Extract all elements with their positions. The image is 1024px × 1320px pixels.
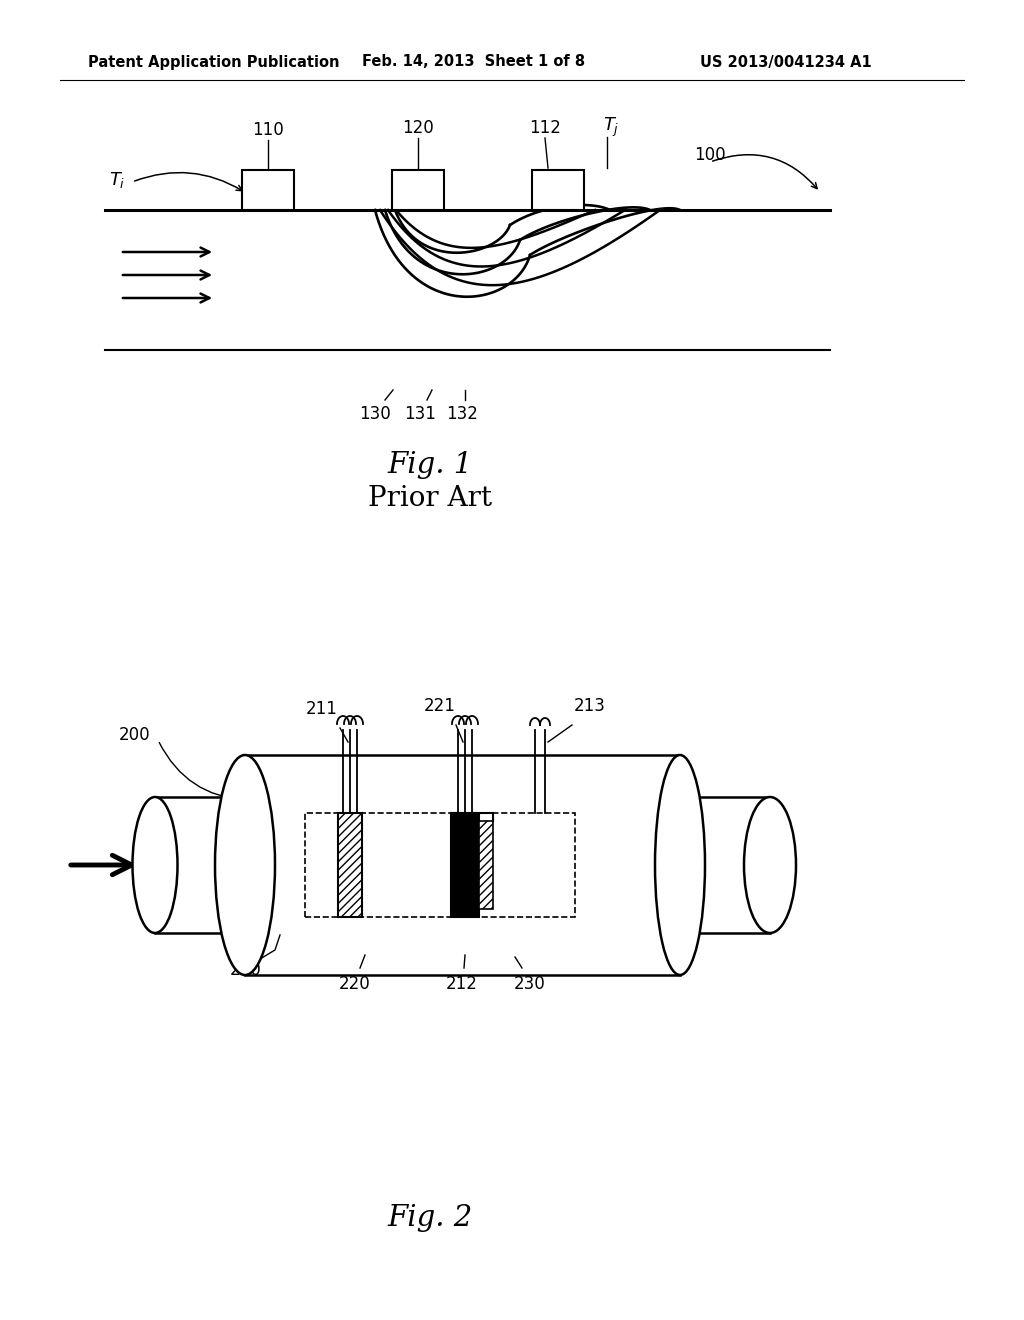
Text: 210: 210 [230, 961, 262, 979]
Text: $T_j$: $T_j$ [603, 115, 620, 139]
Text: 200: 200 [119, 726, 150, 744]
Text: 130: 130 [359, 405, 391, 422]
Ellipse shape [744, 797, 796, 933]
Text: 112: 112 [529, 119, 561, 137]
Text: $T_i$: $T_i$ [109, 170, 125, 190]
Bar [305, 813, 575, 917]
Text: 100: 100 [694, 147, 726, 164]
Text: 221: 221 [424, 697, 456, 715]
Bar [532, 170, 584, 210]
Text: Feb. 14, 2013  Sheet 1 of 8: Feb. 14, 2013 Sheet 1 of 8 [362, 54, 585, 70]
Bar [338, 813, 362, 917]
Text: 230: 230 [514, 975, 546, 993]
Text: US 2013/0041234 A1: US 2013/0041234 A1 [700, 54, 871, 70]
Text: 213: 213 [574, 697, 606, 715]
Text: 212: 212 [446, 975, 478, 993]
Text: Fig. 2: Fig. 2 [387, 1204, 473, 1232]
Bar [392, 170, 444, 210]
Text: Prior Art: Prior Art [368, 484, 492, 511]
Text: Patent Application Publication: Patent Application Publication [88, 54, 340, 70]
Text: 110: 110 [252, 121, 284, 139]
Text: 220: 220 [339, 975, 371, 993]
Ellipse shape [655, 755, 705, 975]
Text: 131: 131 [404, 405, 436, 422]
Ellipse shape [215, 755, 275, 975]
Bar [451, 813, 479, 917]
Text: 132: 132 [446, 405, 478, 422]
Ellipse shape [132, 797, 177, 933]
Bar [479, 821, 493, 909]
Bar [242, 170, 294, 210]
Text: Fig. 1: Fig. 1 [387, 451, 473, 479]
Text: 211: 211 [306, 700, 338, 718]
Text: 120: 120 [402, 119, 434, 137]
